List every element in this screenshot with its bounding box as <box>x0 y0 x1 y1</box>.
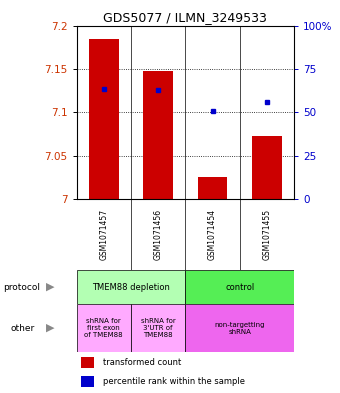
Bar <box>89 39 119 199</box>
Bar <box>81 376 94 387</box>
Text: TMEM88 depletion: TMEM88 depletion <box>92 283 170 292</box>
Text: protocol: protocol <box>3 283 40 292</box>
Bar <box>185 305 294 352</box>
Text: GSM1071455: GSM1071455 <box>262 209 271 260</box>
Bar <box>252 136 282 199</box>
Text: GSM1071456: GSM1071456 <box>154 209 163 260</box>
Bar <box>185 270 294 305</box>
Text: other: other <box>10 323 34 332</box>
Text: transformed count: transformed count <box>103 358 181 367</box>
Text: shRNA for
3'UTR of
TMEM88: shRNA for 3'UTR of TMEM88 <box>141 318 175 338</box>
Bar <box>81 357 94 368</box>
Title: GDS5077 / ILMN_3249533: GDS5077 / ILMN_3249533 <box>103 11 267 24</box>
Bar <box>76 305 131 352</box>
Text: GSM1071454: GSM1071454 <box>208 209 217 260</box>
Text: percentile rank within the sample: percentile rank within the sample <box>103 377 244 386</box>
Bar <box>76 270 185 305</box>
Bar <box>198 177 227 199</box>
Text: non-targetting
shRNA: non-targetting shRNA <box>215 321 265 334</box>
Text: shRNA for
first exon
of TMEM88: shRNA for first exon of TMEM88 <box>84 318 123 338</box>
Bar <box>143 72 173 199</box>
Text: ▶: ▶ <box>46 282 54 292</box>
Text: control: control <box>225 283 254 292</box>
Bar <box>131 305 185 352</box>
Text: GSM1071457: GSM1071457 <box>99 209 108 260</box>
Text: ▶: ▶ <box>46 323 54 333</box>
